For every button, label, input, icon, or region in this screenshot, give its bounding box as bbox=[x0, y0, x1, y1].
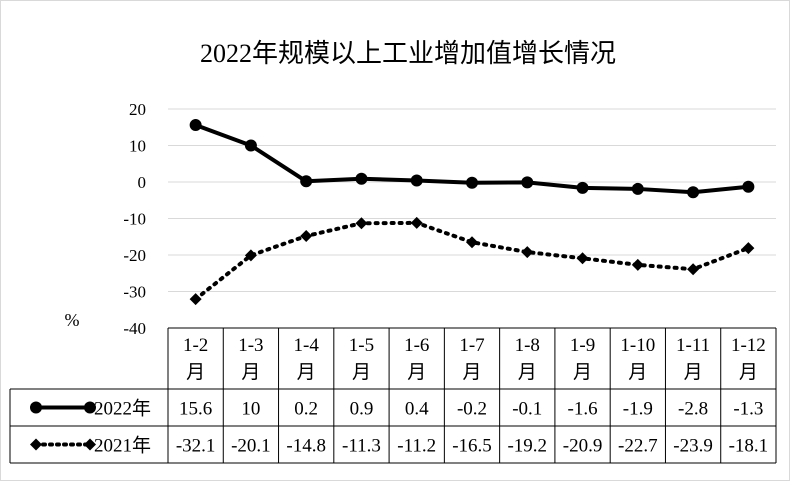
y-tick-label: -10 bbox=[123, 210, 146, 229]
data-label: -0.2 bbox=[457, 399, 487, 420]
data-point bbox=[466, 176, 478, 189]
data-label: -16.5 bbox=[452, 436, 492, 457]
legend-label: 2021年 bbox=[94, 435, 151, 457]
category-label: 月 bbox=[628, 362, 647, 383]
category-label: 1-3 bbox=[238, 335, 263, 356]
category-label: 1-9 bbox=[570, 335, 595, 356]
data-point bbox=[687, 186, 700, 199]
series-line-2021 bbox=[193, 220, 751, 302]
data-point bbox=[410, 216, 423, 229]
data-table: 1-2 月 1-3 月 1-4 月 1-5 月 1-6 月 1-7 月 1-8 月 1-9 月 1-10 月 1-1… bbox=[9, 327, 777, 464]
category-label: 1-5 bbox=[349, 335, 374, 356]
data-label: 0.4 bbox=[405, 399, 429, 420]
category-label: 1-8 bbox=[515, 335, 540, 356]
data-point bbox=[631, 258, 644, 271]
data-label: -1.9 bbox=[623, 399, 653, 420]
data-label: -20.1 bbox=[231, 436, 271, 457]
legend-marker-circle bbox=[84, 401, 96, 414]
legend-label: 2022年 bbox=[94, 398, 151, 420]
y-tick-label: 20 bbox=[129, 100, 146, 119]
category-label: 1-12 bbox=[731, 335, 766, 356]
data-point bbox=[244, 249, 257, 262]
data-label: -1.3 bbox=[733, 399, 763, 420]
legend-marker-circle bbox=[30, 401, 42, 414]
data-label: -0.1 bbox=[512, 399, 542, 420]
y-tick-label: -30 bbox=[123, 283, 146, 302]
y-axis-unit-label: % bbox=[65, 310, 80, 330]
chart-title: 2022年规模以上工业增加值增长情况 bbox=[200, 39, 616, 68]
category-label: 1-7 bbox=[459, 335, 484, 356]
data-point bbox=[355, 172, 368, 185]
y-tick-label: 10 bbox=[129, 137, 146, 156]
data-point bbox=[244, 139, 257, 152]
data-point bbox=[300, 230, 313, 243]
data-label: -22.7 bbox=[618, 436, 658, 457]
category-label: 月 bbox=[407, 362, 426, 383]
category-label: 1-6 bbox=[404, 335, 429, 356]
data-point bbox=[742, 242, 755, 255]
data-point bbox=[576, 252, 589, 265]
y-axis-ticks: 20 10 0 -10 -20 -30 -40 bbox=[123, 100, 146, 338]
category-label: 1-4 bbox=[294, 335, 320, 356]
data-label: -11.2 bbox=[397, 436, 436, 457]
category-label: 月 bbox=[462, 362, 481, 383]
data-point bbox=[521, 246, 534, 259]
category-label: 月 bbox=[739, 362, 758, 383]
data-point bbox=[300, 175, 313, 188]
data-point bbox=[355, 217, 368, 230]
data-label: -11.3 bbox=[342, 436, 381, 457]
data-point bbox=[521, 176, 534, 189]
legend-marker-diamond bbox=[30, 438, 42, 451]
category-label: 月 bbox=[573, 362, 592, 383]
category-label: 1-10 bbox=[620, 335, 655, 356]
data-label: -1.6 bbox=[568, 399, 598, 420]
data-label: 10 bbox=[241, 399, 260, 420]
category-label: 1-11 bbox=[676, 335, 710, 356]
category-label: 月 bbox=[241, 362, 260, 383]
category-label: 月 bbox=[297, 362, 316, 383]
data-label: -14.8 bbox=[286, 436, 326, 457]
data-label: -23.9 bbox=[673, 436, 713, 457]
category-label: 月 bbox=[518, 362, 537, 383]
legend-marker-diamond bbox=[84, 438, 96, 451]
series-lines bbox=[189, 119, 755, 306]
data-label: -20.9 bbox=[563, 436, 603, 457]
category-label: 月 bbox=[186, 362, 205, 383]
data-point bbox=[410, 174, 423, 187]
data-label: -2.8 bbox=[678, 399, 708, 420]
data-label: 0.9 bbox=[350, 399, 374, 420]
y-tick-label: 0 bbox=[138, 173, 147, 192]
data-point bbox=[631, 182, 644, 195]
data-point bbox=[189, 293, 202, 306]
data-label: 0.2 bbox=[294, 399, 318, 420]
data-label: -19.2 bbox=[507, 436, 547, 457]
category-label: 月 bbox=[684, 362, 703, 383]
y-tick-label: -20 bbox=[123, 246, 146, 265]
data-label: 15.6 bbox=[179, 399, 212, 420]
y-tick-label: -40 bbox=[123, 319, 146, 338]
data-point bbox=[466, 236, 478, 249]
category-label: 1-2 bbox=[183, 335, 208, 356]
data-point bbox=[687, 263, 700, 276]
data-point bbox=[576, 181, 589, 194]
category-label: 月 bbox=[352, 362, 371, 383]
data-label: -32.1 bbox=[176, 436, 216, 457]
gridlines bbox=[168, 108, 776, 292]
data-point bbox=[742, 180, 755, 193]
data-label: -18.1 bbox=[729, 436, 769, 457]
data-point bbox=[189, 119, 202, 132]
